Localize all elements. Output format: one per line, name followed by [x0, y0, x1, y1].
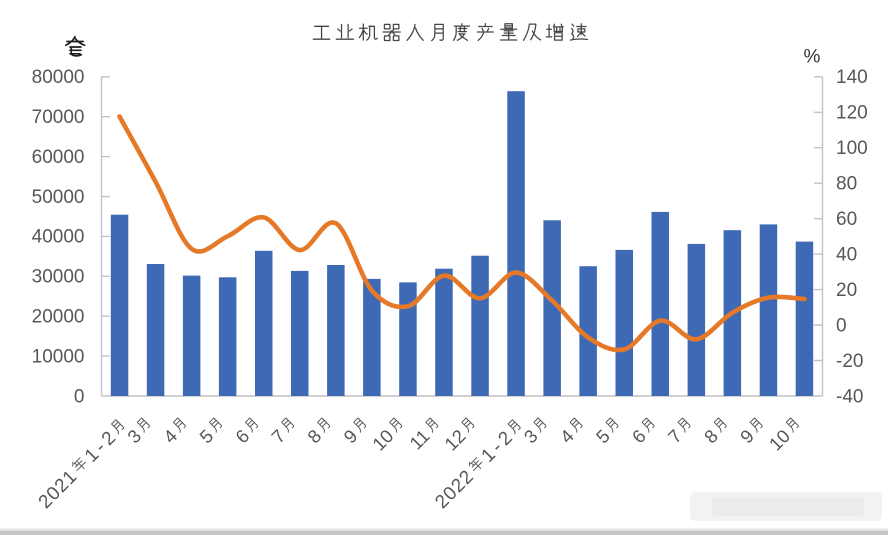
- svg-text:80: 80: [836, 174, 857, 195]
- svg-text:60000: 60000: [32, 147, 85, 168]
- svg-text:70000: 70000: [32, 107, 85, 128]
- svg-text:0: 0: [836, 315, 847, 336]
- svg-text:140: 140: [836, 67, 868, 88]
- svg-text:60: 60: [836, 209, 857, 230]
- svg-text:120: 120: [836, 103, 868, 124]
- svg-text:-40: -40: [836, 386, 863, 407]
- svg-text:20000: 20000: [32, 307, 85, 328]
- svg-text:0: 0: [74, 386, 85, 407]
- svg-text:50000: 50000: [32, 187, 85, 208]
- svg-text:80000: 80000: [32, 67, 85, 88]
- svg-text:-20: -20: [836, 351, 863, 372]
- svg-text:30000: 30000: [32, 267, 85, 288]
- svg-text:%: %: [804, 47, 821, 68]
- svg-text:20: 20: [836, 280, 857, 301]
- svg-text:10000: 10000: [32, 346, 85, 367]
- svg-text:40000: 40000: [32, 227, 85, 248]
- svg-text:40: 40: [836, 244, 857, 265]
- svg-text:100: 100: [836, 138, 868, 159]
